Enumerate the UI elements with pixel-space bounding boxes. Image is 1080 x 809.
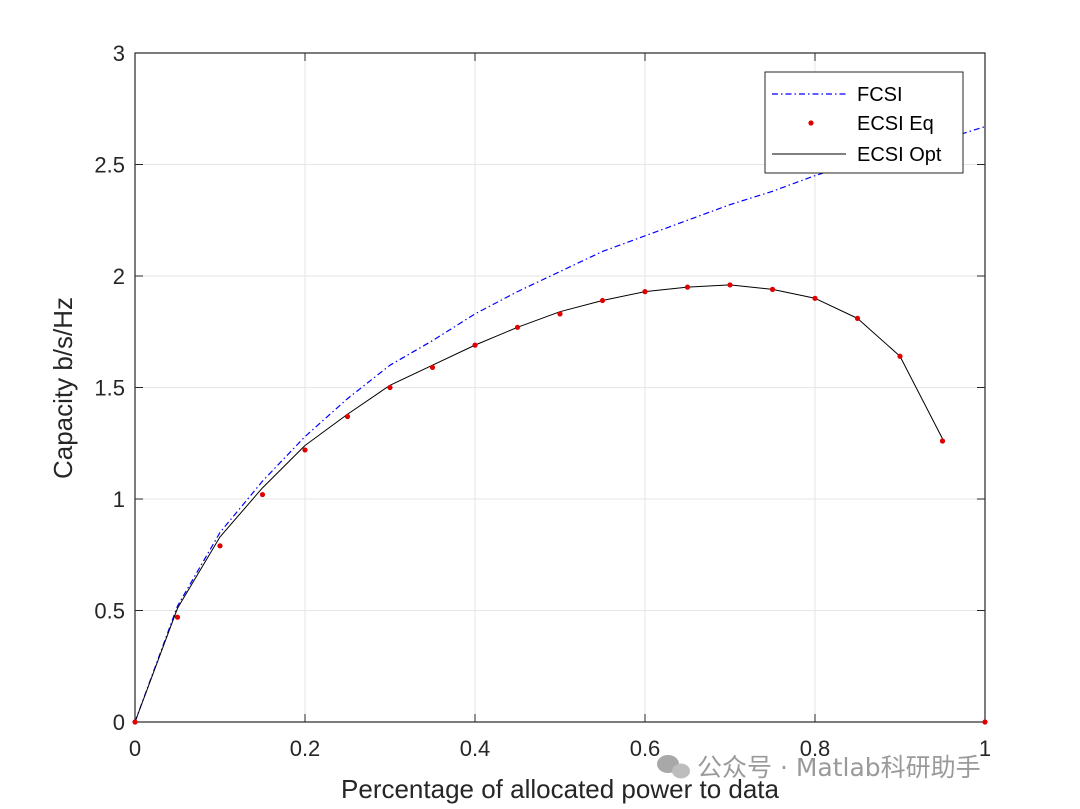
legend-swatch-ecsi-eq [808, 120, 814, 126]
legend: FCSI ECSI Eq ECSI Opt [764, 71, 964, 174]
tick-layer: 0 0.2 0.4 0.6 0.8 1 0 0.5 1 1.5 2 2.5 3 [94, 41, 991, 761]
data-point [259, 491, 266, 498]
data-point [642, 289, 648, 295]
y-tick-label: 0 [113, 710, 125, 735]
data-point [217, 543, 223, 549]
y-tick-label: 2.5 [94, 153, 125, 178]
data-point [514, 324, 521, 330]
legend-box [764, 71, 964, 174]
data-point [684, 284, 691, 290]
legend-label-fcsi: FCSI [857, 84, 903, 106]
y-tick-label: 0.5 [94, 599, 125, 624]
data-point [599, 297, 606, 304]
y-tick-label: 1 [113, 487, 125, 512]
y-tick-label: 3 [113, 41, 125, 66]
data-point [812, 295, 818, 301]
x-tick-label: 0.8 [800, 736, 831, 761]
data-point [174, 614, 181, 620]
data-point [982, 719, 988, 725]
series-ecsi-eq [132, 282, 988, 725]
x-tick-label: 0.4 [460, 736, 491, 761]
data-point [429, 364, 436, 371]
x-axis-label: Percentage of allocated power to data [341, 774, 780, 804]
watermark-text: 公众号 · Matlab科研助手 [697, 753, 981, 782]
data-point [939, 438, 946, 444]
x-tick-label: 0 [129, 736, 141, 761]
x-tick-label: 0.6 [630, 736, 661, 761]
series-line-ecsi-opt [134, 284, 943, 723]
data-point [769, 286, 776, 292]
wechat-icon [657, 755, 690, 779]
watermark: 公众号 · Matlab科研助手 [657, 753, 981, 782]
x-tick-label: 1 [979, 736, 991, 761]
y-tick-label: 2 [113, 264, 125, 289]
data-point [854, 315, 861, 321]
legend-label-ecsi-eq: ECSI Eq [857, 113, 934, 135]
series-layer [132, 126, 988, 725]
data-point [557, 311, 563, 317]
data-point [387, 384, 393, 391]
grid-layer [134, 52, 986, 723]
data-point [727, 282, 733, 288]
data-point [897, 353, 903, 359]
data-point [344, 413, 351, 420]
data-point [472, 342, 478, 348]
y-tick-label: 1.5 [94, 376, 125, 401]
y-axis-label: Capacity b/s/Hz [48, 297, 78, 479]
legend-label-ecsi-opt: ECSI Opt [857, 144, 942, 166]
x-tick-label: 0.2 [290, 736, 321, 761]
data-point [302, 447, 308, 453]
data-point [132, 719, 138, 725]
